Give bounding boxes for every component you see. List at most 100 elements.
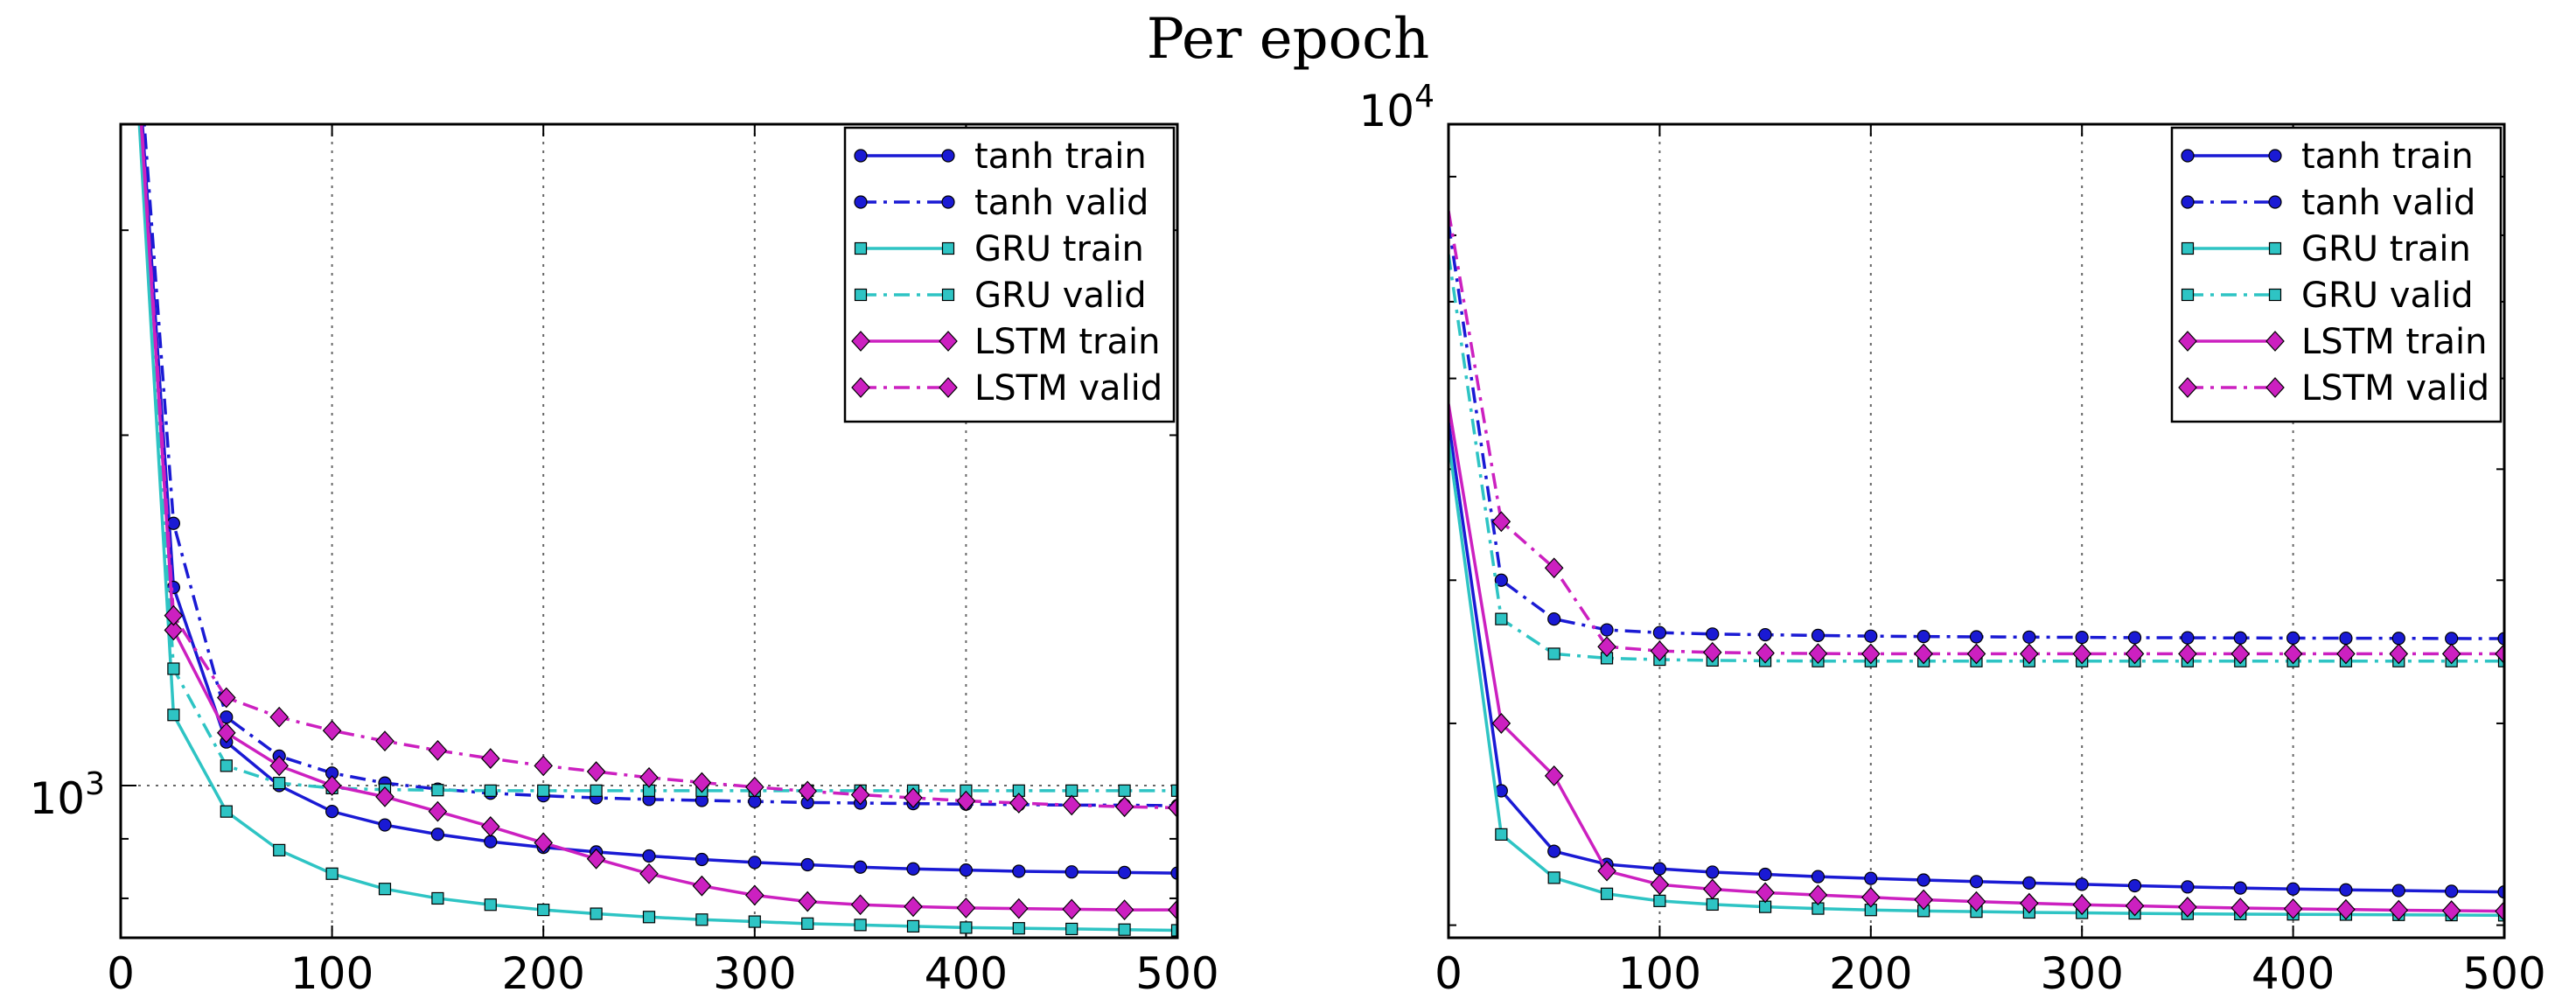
data-point	[1864, 871, 1878, 885]
data-point	[1808, 884, 1828, 905]
data-point	[1114, 899, 1134, 920]
legend: tanh train tanh valid GRU train GRU valid LS…	[843, 126, 1176, 423]
data-point	[2075, 631, 2089, 645]
data-point	[2283, 643, 2303, 665]
legend-marker	[941, 241, 955, 255]
data-point	[2286, 882, 2300, 896]
legend-label: LSTM valid	[974, 368, 1162, 409]
x-tick-label: 200	[501, 948, 584, 999]
data-point	[2230, 643, 2251, 665]
data-point	[2441, 643, 2461, 665]
data-point	[1914, 889, 1933, 911]
chart-2: 0 100 200 300 400 500 104 tanh train tanh valid G…	[1358, 79, 2545, 999]
data-point	[1168, 899, 1177, 920]
data-point	[1491, 511, 1511, 533]
series-group	[137, 124, 1177, 937]
data-point	[956, 790, 976, 812]
series-line-tanh-valid	[1449, 222, 2504, 640]
legend-marker	[2268, 149, 2282, 163]
data-point	[1168, 797, 1177, 819]
data-point	[1118, 923, 1131, 936]
data-point	[325, 805, 339, 819]
data-point	[1600, 887, 1614, 900]
data-point	[534, 755, 554, 777]
data-point	[590, 784, 603, 797]
data-point	[164, 604, 184, 626]
data-point	[325, 867, 339, 880]
data-point	[534, 832, 554, 854]
data-point	[586, 761, 606, 782]
data-point	[1547, 647, 1560, 660]
series-line-lstm-valid	[1449, 210, 2504, 656]
legend-label: GRU valid	[2301, 276, 2474, 316]
series-line-gru-train	[1449, 439, 2504, 918]
legend-marker	[2268, 195, 2282, 209]
legend-label: tanh train	[2301, 136, 2474, 177]
plot-frame	[1447, 122, 2506, 940]
data-point	[960, 921, 973, 934]
legend-marker	[939, 331, 958, 352]
data-point	[269, 706, 290, 728]
data-point	[1756, 882, 1775, 904]
data-point	[1597, 860, 1616, 882]
data-point	[2339, 883, 2353, 897]
data-point	[1653, 894, 1666, 907]
legend-label: GRU train	[974, 229, 1144, 269]
data-point	[2075, 877, 2089, 891]
data-point	[167, 662, 180, 675]
data-point	[642, 849, 656, 863]
data-point	[800, 857, 814, 872]
legend-box	[2170, 126, 2503, 423]
data-point	[2233, 631, 2247, 645]
data-point	[1600, 623, 1614, 637]
data-point	[1914, 643, 1933, 665]
x-tick-label: 300	[2040, 948, 2123, 999]
data-point	[1544, 765, 1564, 786]
data-point	[164, 619, 184, 641]
data-point	[1706, 627, 1720, 641]
legend-marker	[854, 195, 868, 209]
data-point	[1114, 796, 1134, 818]
data-point	[1597, 636, 1616, 658]
data-point	[428, 739, 448, 761]
data-point	[375, 786, 394, 807]
data-point	[1652, 862, 1667, 876]
data-point	[375, 730, 394, 752]
legend-label: GRU valid	[974, 276, 1147, 316]
data-point	[2127, 631, 2142, 645]
x-tick-label: 400	[925, 948, 1008, 999]
data-point	[692, 772, 712, 793]
data-point	[2497, 632, 2504, 646]
data-point	[2022, 876, 2036, 890]
figure-title: Per epoch	[1146, 7, 1430, 72]
data-point	[2181, 631, 2195, 645]
legend-label: LSTM train	[974, 322, 1160, 362]
data-point	[537, 904, 550, 917]
data-point	[2445, 884, 2459, 898]
data-point	[430, 828, 444, 842]
legend-marker	[851, 377, 870, 398]
data-point	[1808, 643, 1828, 664]
legend-box	[843, 126, 1176, 423]
legend-marker	[854, 288, 868, 302]
data-point	[1495, 828, 1508, 841]
data-point	[2389, 899, 2409, 921]
data-point	[1860, 886, 1881, 908]
data-point	[854, 919, 867, 932]
data-point	[2020, 643, 2039, 665]
data-point	[2072, 894, 2092, 916]
legend-marker	[2178, 377, 2197, 398]
data-point	[2072, 643, 2092, 665]
data-point	[2022, 630, 2036, 644]
x-tick-label: 100	[1618, 948, 1701, 999]
data-point	[378, 818, 392, 832]
legend-marker	[2178, 331, 2197, 352]
x-tick-label: 300	[713, 948, 796, 999]
data-point	[273, 777, 286, 790]
data-point	[798, 780, 818, 802]
legend-marker	[2265, 377, 2285, 398]
legend-marker	[2268, 241, 2282, 255]
data-point	[322, 720, 342, 742]
data-point	[904, 896, 923, 918]
